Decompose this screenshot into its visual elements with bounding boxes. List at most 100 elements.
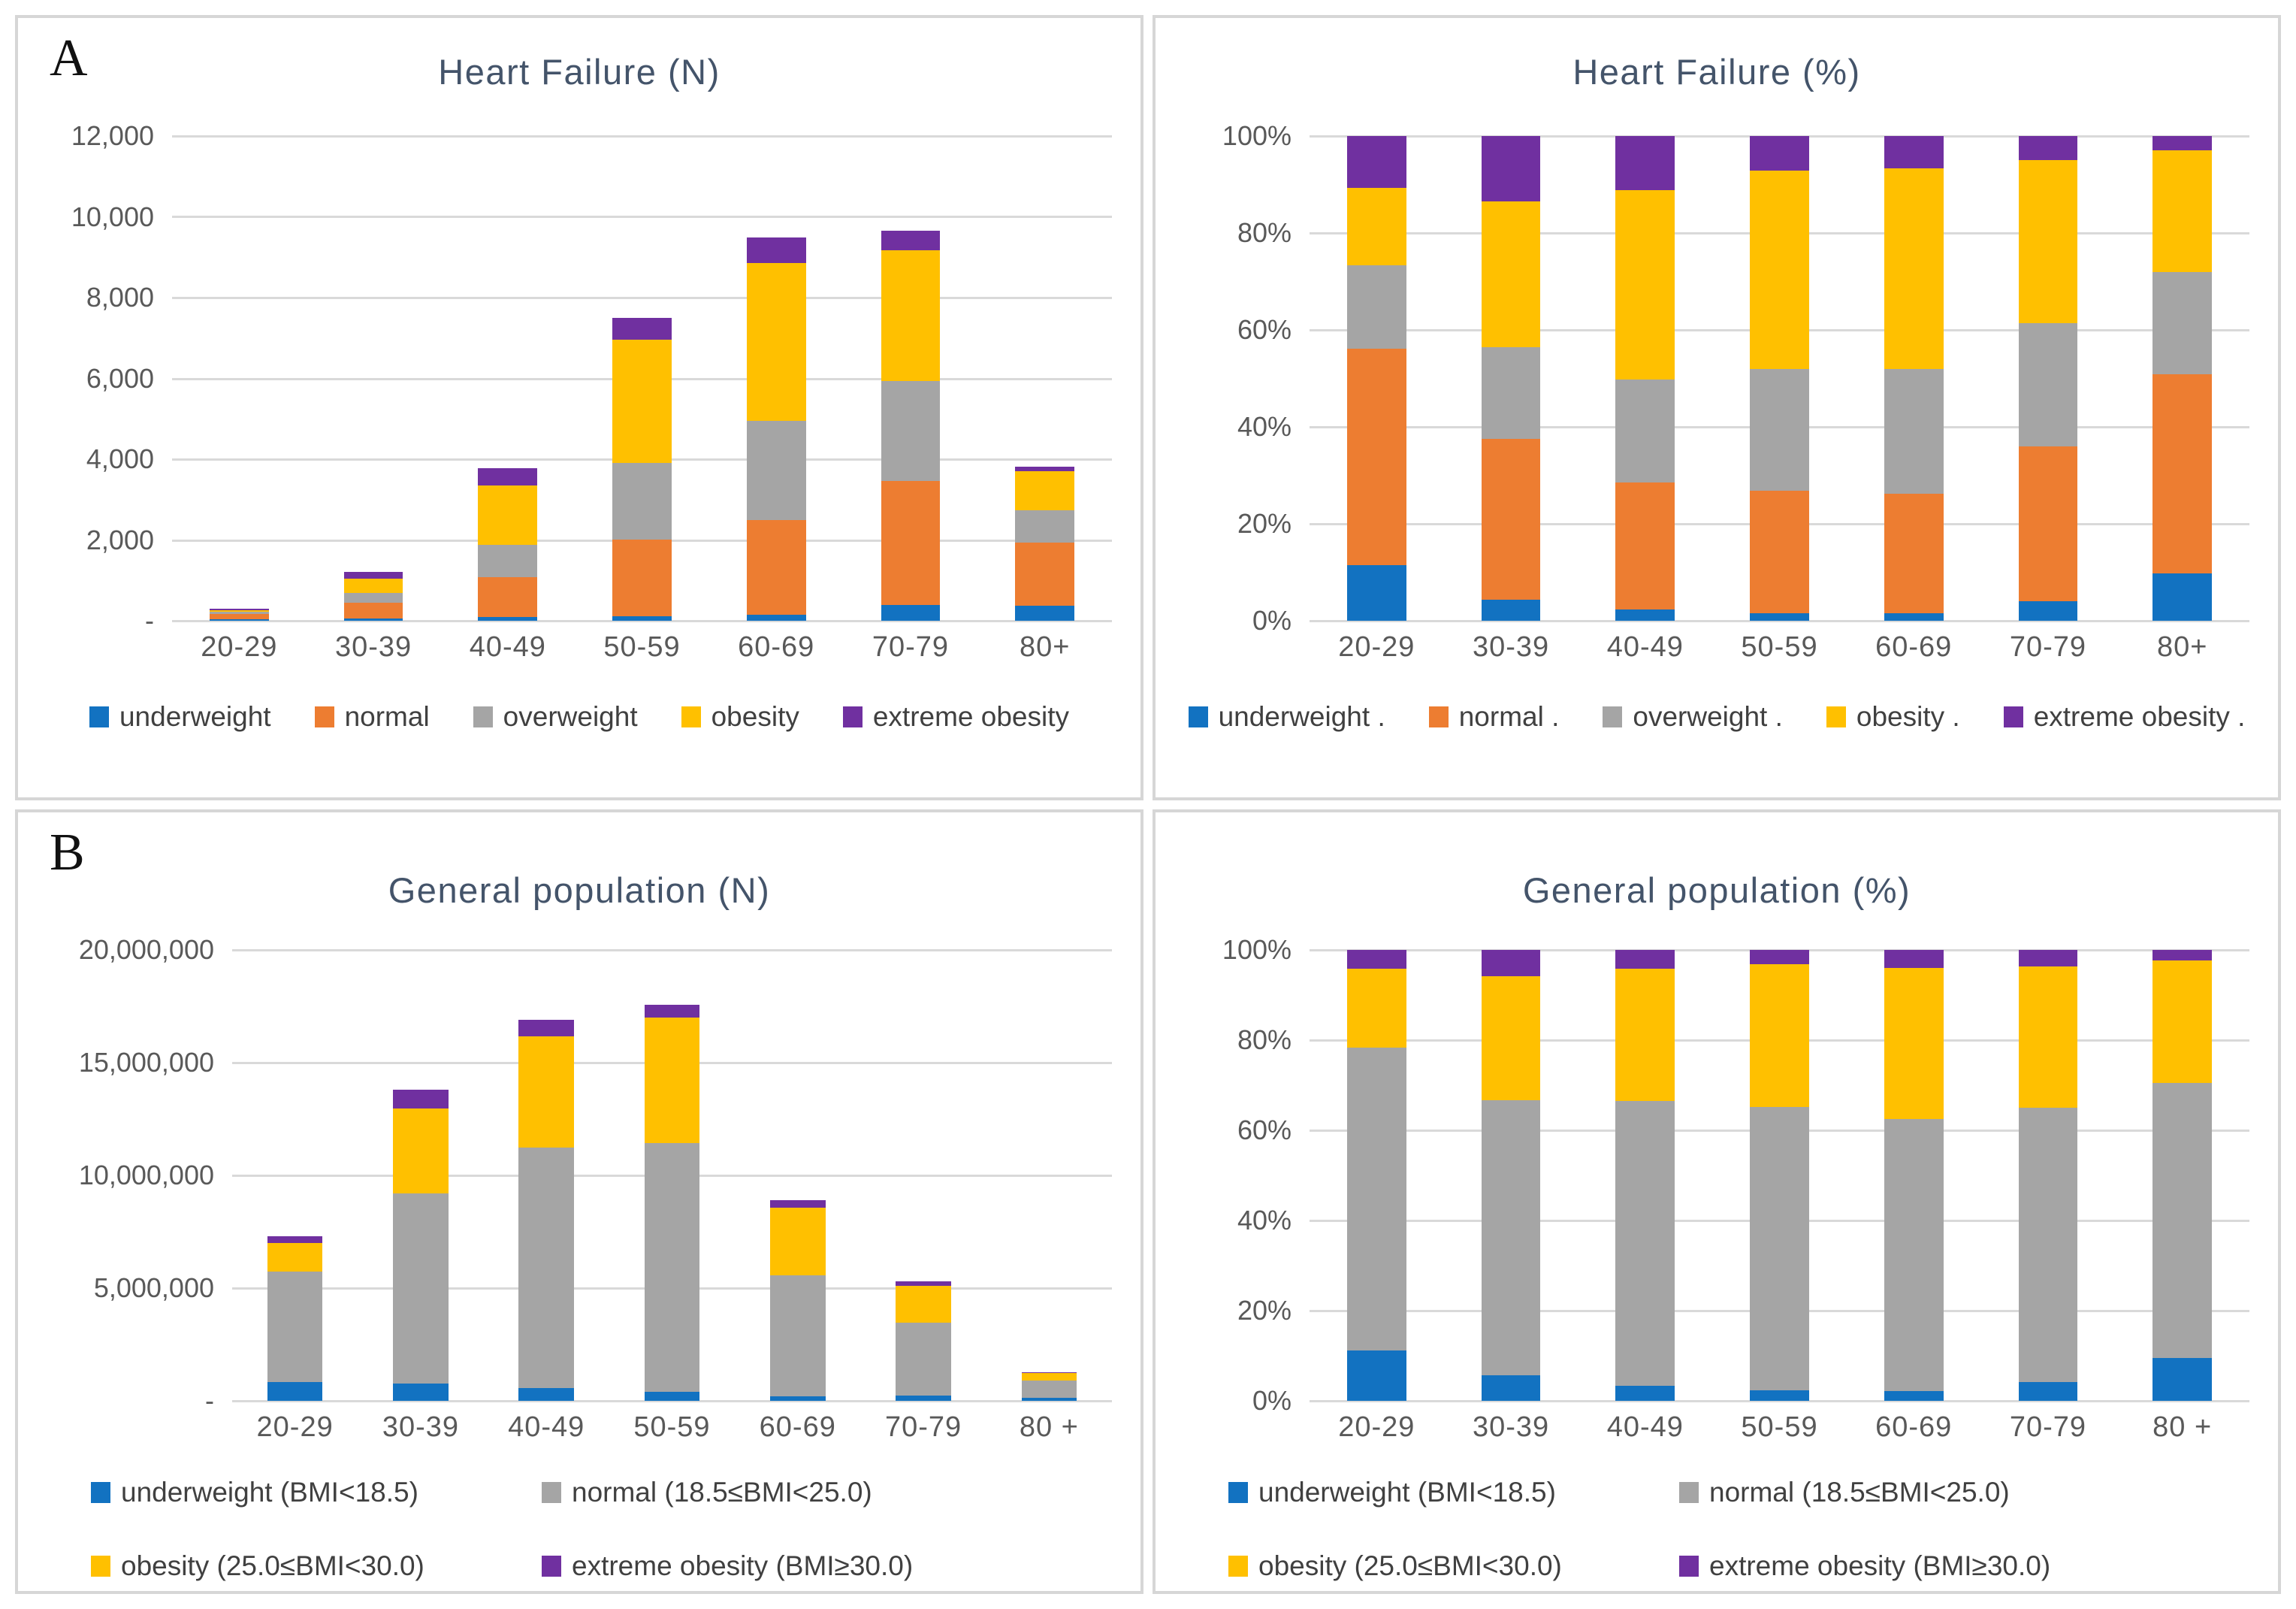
x-axis-category-label: 60-69: [1875, 631, 1953, 663]
x-axis-labels: 20-29 30-39 40-49 50-59 60-69 70-79 80 +: [232, 1411, 1112, 1444]
x-axis-labels: 20-29 30-39 40-49 50-59 60-69 70-79 80 +: [1310, 1411, 2249, 1444]
legend-label: extreme obesity: [872, 701, 1070, 732]
bar-segment-underweight: [1884, 612, 1944, 621]
x-axis-category-label: 70-79: [2009, 1411, 2087, 1443]
legend-label: extreme obesity (BMI≥30.0): [572, 1550, 914, 1581]
y-axis-tick-label: 5,000,000: [93, 1272, 214, 1303]
legend-item: normal .: [1428, 701, 1559, 733]
bar-segment-overweight: [2018, 322, 2078, 447]
legend-item: extreme obesity .: [2003, 701, 2246, 733]
bar-segment-normal-18-5-bmi-25-0-: [896, 1323, 951, 1396]
bar-segment-obesity-25-0-bmi-30-0-: [1481, 975, 1541, 1100]
bar-segment-normal-18-5-bmi-25-0-: [769, 1275, 826, 1396]
bar-segment-underweight: [1347, 565, 1406, 621]
x-axis-category-label: 50-59: [1741, 1411, 1818, 1443]
bar-segment-obesity: [210, 610, 269, 612]
bars-layer: [1310, 949, 2249, 1401]
bar-segment-extreme-obesity-bmi-30-0-: [518, 1020, 574, 1037]
bar-segment-obesity: [612, 339, 672, 464]
x-axis-category-label: 80+: [1019, 631, 1071, 663]
bar-slot: [735, 950, 860, 1401]
bar-segment-obesity-25-0-bmi-30-0-: [1347, 969, 1406, 1048]
bar-segment-underweight-bmi-18-5-: [896, 1395, 951, 1401]
x-axis-category-label: 60-69: [1875, 1411, 1953, 1443]
bar-segment-overweight: [2152, 272, 2212, 374]
bar-segment-overweight: [1481, 347, 1541, 440]
legend-item: obesity .: [1826, 701, 1960, 733]
bar-segment-obesity: [1347, 188, 1406, 265]
bar-segment-extreme-obesity-bmi-30-0-: [2152, 949, 2212, 960]
legend-swatch-icon: [91, 1555, 110, 1577]
bar-segment-obesity: [746, 263, 806, 422]
bar-slot: [1712, 136, 1847, 621]
x-axis-category-label: 40-49: [508, 1411, 585, 1443]
bar-slot: [358, 950, 483, 1401]
bar-segment-obesity-25-0-bmi-30-0-: [518, 1036, 574, 1148]
bar-segment-underweight-bmi-18-5-: [393, 1383, 449, 1401]
bar-segment-extreme-obesity-bmi-30-0-: [393, 1090, 449, 1108]
y-axis-tick-label: 6,000: [86, 362, 154, 394]
chart-general-population-pct: General population (%) 100% 80% 60% 40% 20% 0…: [1156, 812, 2278, 1592]
legend-swatch-icon: [842, 706, 863, 727]
legend-label: extreme obesity .: [2033, 701, 2246, 732]
gridline: [172, 620, 1112, 622]
bar-segment-overweight: [1347, 265, 1406, 349]
legend-item: obesity (25.0≤BMI<30.0): [1228, 1550, 1679, 1582]
bar-segment-extreme-obesity-bmi-30-0-: [896, 1281, 951, 1286]
x-axis-category-label: 60-69: [759, 1411, 836, 1443]
stacked-bar: [343, 136, 403, 621]
bar-segment-extreme-obesity: [1481, 136, 1541, 202]
stacked-bar: [1481, 949, 1541, 1401]
gridline: [232, 948, 1112, 951]
bar-segment-extreme-obesity-bmi-30-0-: [769, 1199, 826, 1208]
legend-item: underweight .: [1188, 701, 1385, 733]
bar-segment-obesity-25-0-bmi-30-0-: [267, 1242, 323, 1272]
stacked-bar: [267, 950, 323, 1401]
bar-segment-overweight: [1615, 379, 1675, 482]
bar-slot: [1578, 136, 1712, 621]
stacked-bar: [1884, 949, 1944, 1401]
bar-slot: [1444, 949, 1578, 1401]
x-axis-category-label: 30-39: [1472, 631, 1550, 663]
bar-slot: [1712, 949, 1847, 1401]
bar-segment-normal: [2018, 446, 2078, 601]
x-axis-category-label: 60-69: [738, 631, 815, 663]
legend-swatch-icon: [1679, 1481, 1699, 1503]
bar-segment-extreme-obesity: [210, 609, 269, 611]
bar-segment-extreme-obesity-bmi-30-0-: [1481, 949, 1541, 976]
bar-slot: [844, 136, 978, 621]
bar-segment-underweight: [1015, 606, 1074, 621]
bar-segment-extreme-obesity: [343, 572, 403, 579]
bar-segment-extreme-obesity-bmi-30-0-: [1750, 949, 1809, 965]
chart-legend: underweight normal overweight obesity extrem…: [18, 701, 1140, 733]
stacked-bar: [1615, 949, 1675, 1401]
y-axis-tick-label: 40%: [1237, 411, 1292, 442]
x-axis-category-label: 80+: [2156, 631, 2208, 663]
bar-segment-underweight: [478, 617, 538, 621]
stacked-bar: [896, 950, 951, 1401]
stacked-bar: [769, 950, 826, 1401]
legend-item: overweight: [473, 701, 638, 733]
panel-heart-failure-pct: Heart Failure (%) 100% 80% 60% 40% 20% 0% 20-…: [1153, 15, 2281, 800]
gridline: [172, 296, 1112, 299]
legend-swatch-icon: [542, 1555, 561, 1577]
x-axis-category-label: 50-59: [603, 631, 681, 663]
bar-segment-extreme-obesity-bmi-30-0-: [1021, 1372, 1077, 1373]
bars-layer: [1310, 136, 2249, 621]
y-axis-tick-label: 10,000,000: [78, 1159, 214, 1190]
bar-slot: [484, 950, 609, 1401]
stacked-bar: [2018, 949, 2078, 1401]
legend-label: obesity (25.0≤BMI<30.0): [121, 1550, 424, 1581]
chart-heart-failure-pct: Heart Failure (%) 100% 80% 60% 40% 20% 0% 20-…: [1156, 18, 2278, 797]
bar-slot: [977, 136, 1112, 621]
bar-segment-underweight-bmi-18-5-: [1750, 1390, 1809, 1401]
bar-slot: [2115, 949, 2249, 1401]
bar-segment-normal-18-5-bmi-25-0-: [1481, 1099, 1541, 1375]
bar-segment-obesity-25-0-bmi-30-0-: [1750, 964, 1809, 1107]
bars-layer: [172, 136, 1112, 621]
bar-slot: [709, 136, 844, 621]
y-axis-tick-label: 80%: [1237, 217, 1292, 248]
bar-segment-normal-18-5-bmi-25-0-: [644, 1142, 700, 1393]
y-axis-tick-label: 8,000: [86, 282, 154, 313]
